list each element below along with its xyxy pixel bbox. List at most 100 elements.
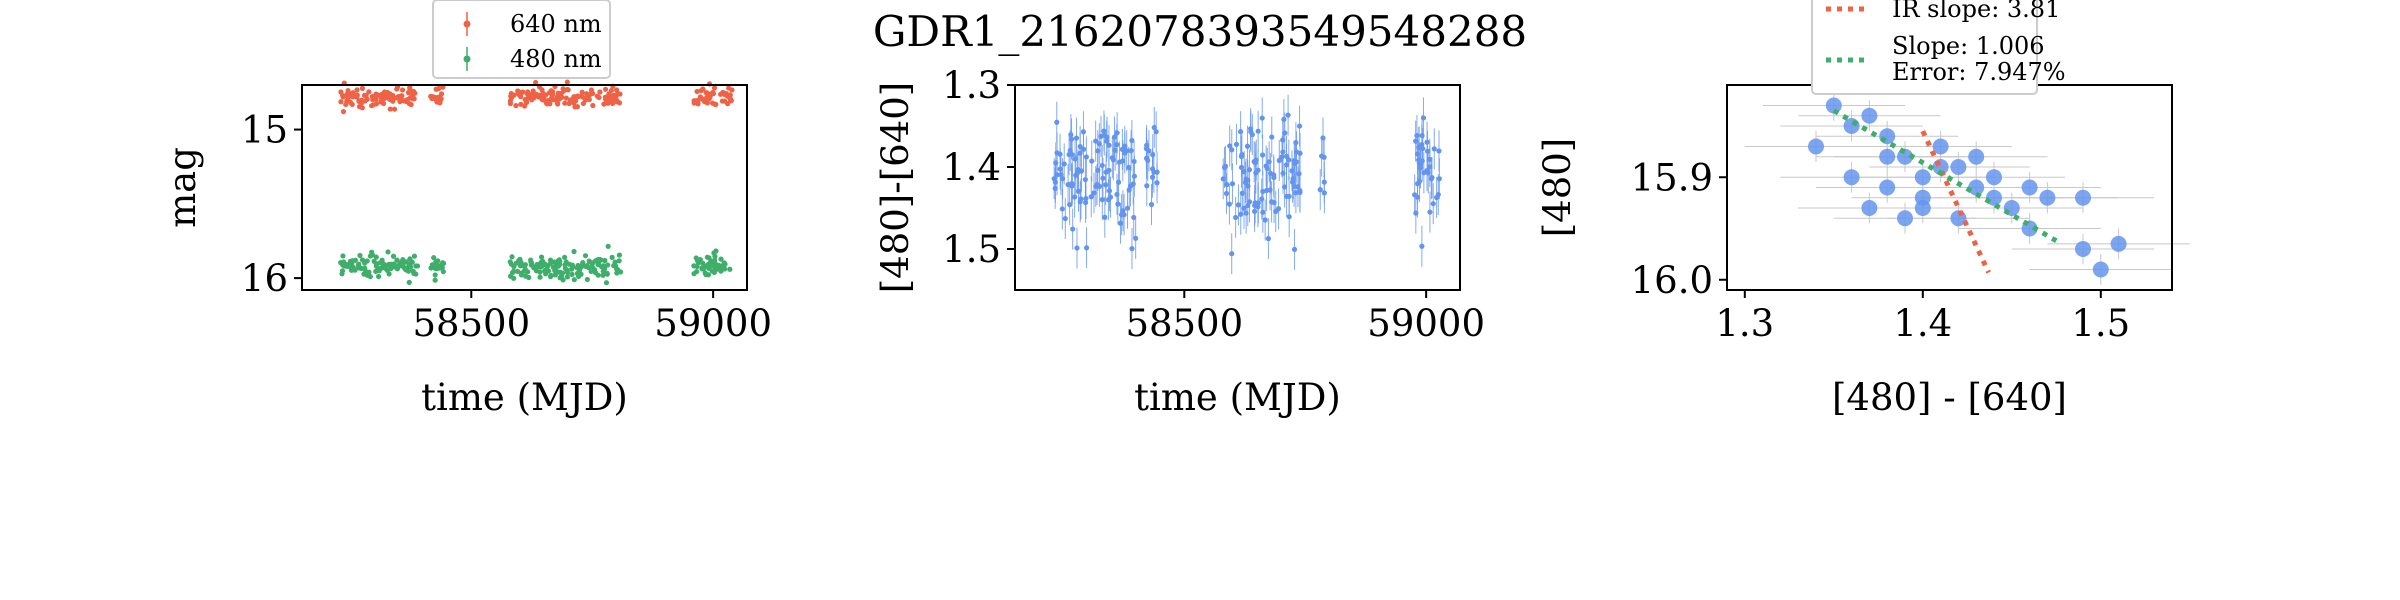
y-tick-label: 15.9 [1631, 156, 1713, 199]
data-point [537, 274, 543, 280]
y-tick-label: 1.3 [942, 64, 1001, 107]
data-point [531, 95, 537, 101]
data-point [1879, 179, 1896, 196]
data-point [1104, 134, 1110, 140]
data-point [729, 87, 735, 93]
data-point [1263, 163, 1269, 169]
data-point [1297, 150, 1303, 156]
data-point [1290, 176, 1296, 182]
data-point [1275, 206, 1282, 212]
data-point [373, 91, 379, 97]
x-tick-label: 58500 [412, 302, 530, 345]
data-point [694, 268, 700, 275]
data-point [437, 100, 443, 106]
data-point [1114, 130, 1120, 136]
data-point [1986, 169, 2002, 186]
data-point [385, 249, 391, 255]
data-point [562, 254, 568, 260]
data-point [1127, 183, 1134, 189]
x-tick-label: 1.5 [2071, 302, 2130, 345]
data-point [513, 103, 519, 109]
data-point [1103, 182, 1109, 188]
plot-frame [301, 84, 748, 291]
data-point [605, 243, 611, 249]
data-point [411, 253, 418, 259]
data-point [338, 89, 344, 95]
data-point [2075, 189, 2091, 206]
data-point [369, 93, 375, 100]
data-point [375, 273, 382, 280]
data-point [550, 92, 556, 98]
data-point [1283, 153, 1290, 159]
data-point [1069, 183, 1075, 189]
data-point [373, 254, 379, 260]
chart-panel-1: 58500 59000 15 16 time (MJD) mag 640 nm 480 nm [161, 0, 772, 419]
data-point [1266, 159, 1272, 165]
data-point [412, 90, 418, 96]
x-tick-label: 59000 [654, 302, 772, 345]
data-point [1233, 141, 1240, 147]
data-point [438, 91, 445, 97]
data-point [507, 259, 513, 265]
data-point [1222, 163, 1229, 169]
chart-panel-3: 1.3 1.4 1.5 15.9 16.0 [480] - [640] [480] IR sl… [1536, 0, 2190, 419]
data-point [522, 273, 529, 279]
data-point [507, 100, 514, 107]
data-point [1077, 199, 1083, 205]
data-point [1106, 142, 1112, 148]
data-point [1245, 202, 1251, 209]
fit-line [1832, 108, 2058, 243]
data-point [562, 265, 568, 272]
data-point [1069, 152, 1075, 158]
data-point [391, 106, 398, 112]
data-point [595, 259, 602, 265]
data-point [1281, 116, 1287, 122]
data-point [1103, 169, 1109, 175]
data-point [390, 253, 397, 259]
data-point [1229, 147, 1235, 153]
data-point [343, 101, 349, 108]
data-point [600, 272, 606, 278]
data-point [1897, 210, 1913, 227]
legend: 640 nm 480 nm [432, 0, 611, 79]
data-point [1291, 183, 1297, 189]
data-point [694, 257, 701, 264]
data-point [723, 91, 729, 97]
data-point [369, 249, 375, 255]
data-point [1861, 200, 1878, 216]
data-point [613, 87, 620, 93]
legend-label: Slope: 1.006 [1892, 32, 2045, 60]
data-point [579, 89, 585, 95]
data-point [2039, 189, 2056, 206]
data-point [1070, 226, 1076, 232]
data-point [1239, 190, 1245, 196]
data-point [509, 254, 515, 260]
data-point [2075, 241, 2091, 257]
data-point [1321, 154, 1327, 160]
x-axis-label: [480] - [640] [1832, 376, 2067, 419]
data-point [709, 268, 716, 274]
data-point [517, 263, 524, 269]
data-point [435, 258, 441, 264]
data-point [522, 262, 528, 268]
data-point [697, 94, 703, 100]
data-point [583, 96, 589, 102]
x-tick-label: 58500 [1125, 302, 1243, 345]
data-point [1808, 138, 1824, 155]
data-point [524, 99, 530, 105]
data-point [1124, 148, 1130, 154]
data-point [354, 87, 360, 93]
data-point [411, 270, 417, 277]
data-point [564, 79, 570, 85]
data-point [1429, 175, 1435, 181]
data-point [1255, 200, 1261, 206]
data-point [1062, 215, 1068, 222]
data-point [1107, 194, 1114, 200]
data-point [359, 257, 366, 263]
data-point [1114, 191, 1120, 198]
data-point [572, 104, 578, 110]
data-point [362, 98, 368, 104]
data-point [429, 262, 435, 268]
data-point [600, 263, 606, 269]
